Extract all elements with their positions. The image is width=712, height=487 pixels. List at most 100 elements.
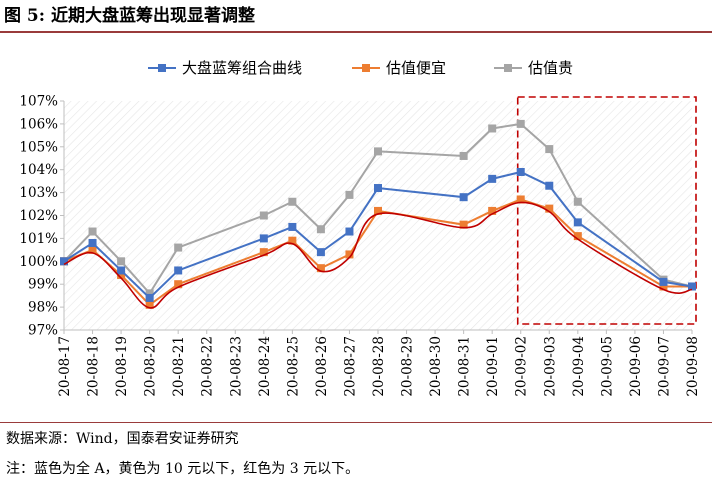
series-point <box>459 193 468 202</box>
series-point <box>545 181 554 190</box>
series-point <box>174 266 183 275</box>
x-tick-label: 20-08-29 <box>400 336 416 397</box>
red-series <box>63 201 693 309</box>
series-point <box>117 257 126 266</box>
x-tick-label: 20-08-17 <box>57 336 73 397</box>
chart-series <box>60 119 696 309</box>
x-tick-label: 20-09-08 <box>685 336 701 397</box>
chart-axes: 97% 98% 99% 100% 101% 102% 103% 104% 105% 106% 107… <box>19 94 701 397</box>
series-point <box>117 271 126 280</box>
legend-marker <box>504 64 512 72</box>
x-tick-label: 20-08-20 <box>143 336 159 397</box>
series-point <box>88 245 97 254</box>
series-point <box>374 206 382 215</box>
series-point <box>145 300 154 309</box>
chart-note: 注：蓝色为全 A，黄色为 10 元以下，红色为 3 元以下。 <box>6 461 360 477</box>
chart-legend: 大盘蓝筹组合曲线 估值便宜 估值贵 <box>148 59 573 77</box>
series-point <box>516 167 525 176</box>
x-tick-label: 20-08-18 <box>86 336 102 397</box>
series-point <box>316 225 325 234</box>
x-tick-label: 20-08-31 <box>457 336 473 397</box>
line-chart: 大盘蓝筹组合曲线 估值便宜 估值贵 97% 98% 99% 100% 101% 102% 103… <box>19 59 701 397</box>
x-tick-label: 20-09-02 <box>514 336 530 397</box>
series-point <box>545 145 554 154</box>
y-tick-label: 101% <box>19 231 58 247</box>
y-tick-label: 97% <box>28 323 58 339</box>
series-point <box>345 227 354 236</box>
series-point <box>259 211 268 220</box>
series-point <box>345 190 354 199</box>
series-point <box>145 289 154 298</box>
x-tick-label: 20-08-25 <box>285 336 301 397</box>
x-tick-label: 20-08-28 <box>371 336 387 397</box>
legend-label: 估值便宜 <box>386 59 446 77</box>
series-point <box>288 236 297 245</box>
series-point <box>573 197 582 206</box>
series-point <box>117 266 126 275</box>
red-line <box>63 201 693 309</box>
series-point <box>573 218 582 227</box>
x-tick-label: 20-09-06 <box>628 336 644 397</box>
title-divider <box>0 31 712 33</box>
series-point <box>345 250 354 259</box>
series-point <box>659 277 668 286</box>
series-point <box>688 282 696 291</box>
x-tick-label: 20-08-22 <box>200 336 216 397</box>
series-point <box>145 293 154 302</box>
series-point <box>88 227 97 236</box>
x-tick-label: 20-09-01 <box>485 336 501 397</box>
plot-area <box>64 101 692 330</box>
series-point <box>316 264 325 273</box>
highlight-box <box>516 96 697 325</box>
series-point <box>288 197 297 206</box>
legend-label: 大盘蓝筹组合曲线 <box>182 59 302 77</box>
y-tick-label: 98% <box>28 300 58 316</box>
y-tick-label: 99% <box>28 277 58 293</box>
data-source: 数据来源：Wind，国泰君安证券研究 <box>6 431 239 447</box>
x-tick-label: 20-08-26 <box>314 336 330 397</box>
series-point <box>60 257 68 266</box>
series-point <box>174 280 183 289</box>
series-point <box>516 119 525 128</box>
footer-divider <box>0 422 712 423</box>
series-point <box>488 206 497 215</box>
series-point <box>374 184 382 193</box>
x-tick-label: 20-08-24 <box>257 336 273 397</box>
series-point <box>488 174 497 183</box>
legend-marker <box>362 64 370 72</box>
y-tick-label: 100% <box>19 254 58 270</box>
series-point <box>488 124 497 133</box>
figure-title: 图 5: 近期大盘蓝筹出现显著调整 <box>4 6 255 26</box>
series-point <box>573 232 582 241</box>
x-tick-label: 20-09-03 <box>542 336 558 397</box>
x-tick-label: 20-08-21 <box>171 336 187 397</box>
x-tick-label: 20-09-05 <box>599 336 615 397</box>
x-tick-label: 20-08-23 <box>228 336 244 397</box>
highlight-region <box>516 96 697 325</box>
y-tick-label: 104% <box>19 162 58 178</box>
series-point <box>374 147 382 156</box>
y-tick-label: 102% <box>19 208 58 224</box>
y-tick-label: 106% <box>19 116 58 132</box>
series-point <box>259 248 268 257</box>
legend-label: 估值贵 <box>528 59 573 77</box>
series-point <box>259 234 268 243</box>
x-tick-label: 20-08-27 <box>342 336 358 397</box>
series-point <box>545 204 554 213</box>
series-point <box>88 238 97 247</box>
x-tick-label: 20-08-19 <box>114 336 130 397</box>
series-point <box>659 282 668 291</box>
x-tick-label: 20-08-30 <box>428 336 444 397</box>
y-tick-label: 105% <box>19 139 58 155</box>
series-point <box>174 243 183 252</box>
legend-marker <box>158 64 166 72</box>
series-point <box>288 222 297 231</box>
y-tick-label: 103% <box>19 185 58 201</box>
y-tick-label: 107% <box>19 94 58 110</box>
series-point <box>516 195 525 204</box>
x-tick-label: 20-09-07 <box>656 336 672 397</box>
series-point <box>316 248 325 257</box>
series-point <box>459 151 468 160</box>
series-point <box>459 220 468 229</box>
x-tick-label: 20-09-04 <box>571 336 587 397</box>
